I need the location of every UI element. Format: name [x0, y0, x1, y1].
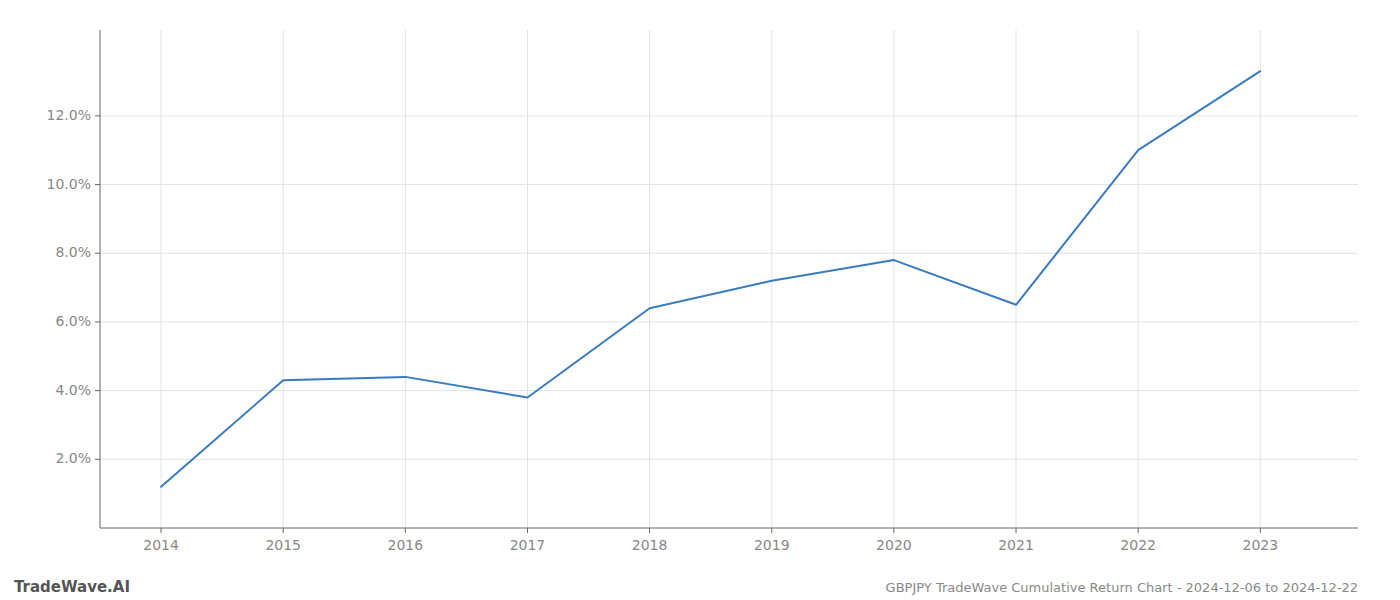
chart-svg: 2.0% 4.0% 6.0% 8.0% 10.0% 12.0% 2014 2015 2016 20…	[0, 0, 1400, 600]
x-tick	[527, 528, 528, 533]
axes	[95, 30, 1358, 533]
y-tick-label: 2.0%	[55, 450, 91, 466]
y-tick	[95, 184, 100, 185]
texts: 2.0% 4.0% 6.0% 8.0% 10.0% 12.0% 2014 2015 2016 20…	[14, 107, 1358, 596]
x-tick	[1016, 528, 1017, 533]
y-grid-line	[100, 390, 1358, 391]
y-grid-line	[100, 459, 1358, 460]
chart-title: GBPJPY TradeWave Cumulative Return Chart…	[886, 580, 1358, 595]
x-grid-line	[283, 30, 284, 528]
x-grid-line	[527, 30, 528, 528]
x-tick-label: 2022	[1120, 537, 1156, 553]
x-tick-label: 2017	[510, 537, 546, 553]
x-tick-label: 2014	[143, 537, 179, 553]
x-tick	[1138, 528, 1139, 533]
y-tick	[95, 115, 100, 116]
x-tick-label: 2015	[265, 537, 301, 553]
background	[0, 0, 1400, 600]
x-tick-label: 2020	[876, 537, 912, 553]
x-tick	[405, 528, 406, 533]
x-tick-label: 2023	[1242, 537, 1278, 553]
watermark: TradeWave.AI	[14, 578, 130, 596]
x-tick-label: 2021	[998, 537, 1034, 553]
x-tick	[1260, 528, 1261, 533]
x-tick-label: 2016	[388, 537, 424, 553]
x-tick-label: 2019	[754, 537, 790, 553]
y-tick-label: 4.0%	[55, 382, 91, 398]
x-grid-line	[1016, 30, 1017, 528]
x-grid-line	[893, 30, 894, 528]
x-tick	[283, 528, 284, 533]
x-grid-line	[771, 30, 772, 528]
x-tick	[893, 528, 894, 533]
y-tick	[95, 253, 100, 254]
chart-container: 2.0% 4.0% 6.0% 8.0% 10.0% 12.0% 2014 2015 2016 20…	[0, 0, 1400, 600]
grid	[100, 30, 1358, 528]
x-axis-line	[100, 528, 1358, 529]
x-tick-label: 2018	[632, 537, 668, 553]
y-tick	[95, 459, 100, 460]
y-tick-label: 12.0%	[47, 107, 91, 123]
x-grid-line	[1260, 30, 1261, 528]
y-tick-label: 8.0%	[55, 244, 91, 260]
x-grid-line	[1138, 30, 1139, 528]
y-tick-label: 6.0%	[55, 313, 91, 329]
x-grid-line	[649, 30, 650, 528]
x-tick	[771, 528, 772, 533]
y-grid-line	[100, 253, 1358, 254]
y-tick	[95, 321, 100, 322]
y-tick	[95, 390, 100, 391]
y-grid-line	[100, 115, 1358, 116]
plot-area	[161, 71, 1260, 487]
x-grid-line	[161, 30, 162, 528]
x-tick	[161, 528, 162, 533]
y-grid-line	[100, 321, 1358, 322]
y-grid-line	[100, 184, 1358, 185]
y-axis-line	[100, 30, 101, 528]
data-line	[161, 71, 1260, 487]
y-tick-label: 10.0%	[47, 176, 91, 192]
x-grid-line	[405, 30, 406, 528]
x-tick	[649, 528, 650, 533]
